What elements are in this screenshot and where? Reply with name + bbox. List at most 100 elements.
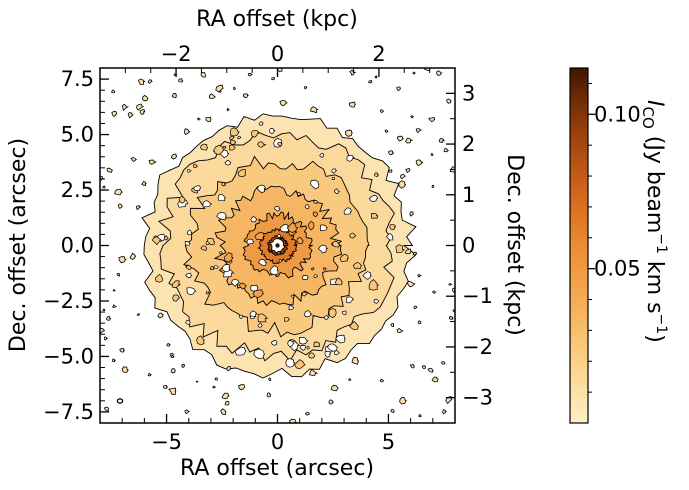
clump-contour (311, 267, 315, 271)
noise-speck (374, 75, 378, 79)
noise-speck (139, 108, 146, 115)
clump-contour (374, 172, 380, 177)
noise-speck (121, 366, 129, 373)
noise-speck (406, 280, 416, 288)
noise-speck (166, 343, 172, 347)
noise-speck (427, 367, 434, 373)
noise-speck (430, 152, 434, 157)
noise-speck (171, 92, 177, 98)
noise-speck (157, 312, 164, 319)
noise-speck (170, 354, 175, 359)
clump-contour (328, 308, 337, 319)
clump-contour (217, 193, 227, 202)
clump-contour (274, 206, 281, 212)
clump-contour (323, 315, 330, 321)
clump-contour (303, 310, 313, 318)
noise-speck (409, 211, 414, 217)
clump-contour (307, 220, 315, 231)
noise-speck (436, 70, 443, 77)
beam-ellipse (116, 398, 124, 404)
clump-contour (345, 296, 355, 304)
clump-contour (331, 176, 336, 180)
noise-speck (405, 167, 411, 174)
clump-contour (155, 273, 163, 283)
clump-contour (250, 129, 259, 138)
noise-speck (183, 128, 191, 135)
clump-contour (218, 251, 223, 255)
clump-contour (313, 199, 318, 204)
x2-tick-label: 2 (372, 42, 385, 66)
y2-tick-label: 2 (462, 132, 475, 156)
noise-speck (148, 159, 158, 165)
noise-speck (428, 116, 436, 123)
noise-speck (220, 408, 227, 415)
noise-speck (142, 94, 149, 102)
noise-speck (111, 358, 117, 363)
clump-contour (296, 191, 302, 196)
y2-tick-label: −3 (462, 386, 493, 410)
clump-contour (249, 310, 259, 317)
clump-contour (185, 272, 192, 279)
clump-contour (349, 232, 357, 239)
clump-contour (395, 244, 405, 254)
clump-contour (237, 135, 242, 140)
clump-contour (279, 223, 291, 233)
clump-contour (200, 143, 209, 151)
clump-contour (308, 352, 316, 359)
clump-contour (324, 350, 331, 358)
clump-contour (339, 253, 349, 262)
clump-contour (335, 334, 346, 344)
noise-speck (117, 203, 124, 209)
clump-contour (277, 141, 283, 147)
clump-contour (200, 245, 208, 251)
clump-contour (202, 200, 213, 208)
noise-speck (418, 413, 423, 418)
clump-contour (250, 216, 258, 223)
noise-speck (130, 156, 138, 163)
clump-contour (196, 335, 206, 346)
clump-contour (223, 252, 234, 263)
clump-contour (223, 145, 227, 149)
noise-speck (380, 378, 385, 383)
x-tick-label: 0 (271, 430, 284, 454)
noise-speck (226, 107, 231, 112)
noise-speck (303, 86, 308, 90)
clump-contour (373, 299, 380, 304)
y2-tick-label: 0 (462, 234, 475, 258)
noise-speck (147, 372, 152, 377)
noise-speck (305, 412, 311, 416)
x-tick-label: 5 (382, 430, 395, 454)
emission-map (100, 68, 455, 423)
x-axis-label: RA offset (arcsec) (180, 456, 374, 481)
clump-contour (362, 271, 372, 280)
y-tick-label: 7.5 (61, 67, 94, 91)
clump-contour (349, 321, 359, 331)
noise-speck (417, 320, 422, 325)
clump-contour (229, 135, 236, 141)
clump-contour (229, 139, 237, 145)
y-tick-label: −2.5 (43, 289, 94, 313)
clump-contour (187, 169, 193, 173)
clump-contour (216, 211, 227, 221)
noise-speck (432, 290, 437, 294)
noise-speck (168, 387, 177, 395)
clump-contour (239, 314, 244, 320)
noise-speck (349, 69, 357, 76)
noise-speck (266, 392, 272, 398)
noise-speck (279, 100, 288, 107)
y2-tick-label: 3 (462, 81, 475, 105)
noise-speck (138, 78, 146, 85)
clump-contour (294, 359, 306, 370)
clump-contour (331, 168, 338, 174)
clump-contour (221, 264, 230, 273)
clump-contour (258, 121, 264, 126)
clump-contour (257, 322, 263, 328)
noise-speck (181, 363, 186, 369)
noise-speck (268, 377, 272, 381)
noise-speck (345, 129, 353, 137)
noise-speck (102, 308, 106, 312)
x-tick-label: −5 (151, 430, 182, 454)
noise-speck (111, 304, 118, 308)
noise-speck (103, 406, 110, 412)
